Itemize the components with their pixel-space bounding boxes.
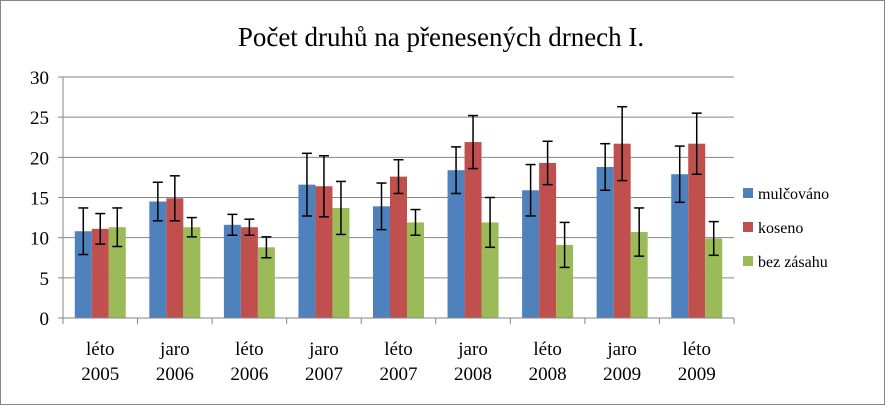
x-category-label-line1: léto: [682, 339, 711, 360]
y-tick-label: 25: [30, 108, 49, 129]
legend-item: mulčováno: [743, 186, 829, 203]
error-bar: [244, 218, 255, 237]
bar: [522, 190, 540, 318]
y-axis-ticks: 0 5 10 15 20 25 30: [30, 68, 63, 330]
error-bar: [335, 180, 346, 236]
error-bar: [376, 182, 387, 231]
bar: [223, 224, 241, 318]
bar: [91, 228, 109, 318]
x-category-label-line2: 2005: [81, 364, 119, 385]
x-category-label-line1: léto: [533, 339, 562, 360]
x-category-label-line1: jaro: [457, 339, 488, 360]
x-category-label-line1: jaro: [308, 339, 339, 360]
error-bar: [78, 207, 89, 256]
bar: [390, 176, 407, 318]
bar: [671, 174, 689, 318]
legend-label: bez zásahu: [758, 254, 828, 271]
error-bar: [617, 105, 628, 182]
bar: [596, 166, 614, 318]
bar: [447, 170, 465, 318]
bars: [74, 142, 723, 318]
bar: [332, 207, 350, 318]
legend-label: mulčováno: [758, 186, 829, 203]
legend-swatch: [743, 222, 753, 232]
error-bar: [301, 152, 312, 217]
error-bar: [112, 207, 123, 248]
error-bar: [559, 221, 570, 269]
bar: [166, 198, 184, 318]
bar: [108, 227, 126, 318]
legend-item: bez zásahu: [743, 254, 828, 271]
x-category-label-line2: 2006: [156, 364, 194, 385]
legend-swatch: [743, 256, 753, 266]
bar: [556, 244, 574, 318]
bar: [688, 143, 706, 318]
error-bar: [152, 181, 163, 222]
legend-swatch: [743, 188, 753, 198]
bar: [183, 227, 201, 318]
bar: [630, 232, 648, 318]
error-bar: [169, 175, 180, 222]
error-bar: [600, 142, 611, 192]
bar: [315, 186, 333, 318]
x-category-label-line1: léto: [86, 339, 115, 360]
y-tick-label: 20: [30, 148, 49, 169]
error-bar: [691, 112, 702, 175]
error-bar: [318, 154, 329, 218]
x-category-label-line1: jaro: [606, 339, 637, 360]
x-category-label-line1: léto: [384, 339, 413, 360]
error-bar: [186, 216, 197, 238]
y-tick-label: 10: [30, 229, 49, 250]
x-axis-categories: léto 2005 jaro 2006 léto 2006 jaro 2007 léto 2007…: [81, 339, 715, 385]
bar: [298, 184, 316, 318]
x-category-label-line2: 2009: [678, 364, 716, 385]
error-bar: [393, 158, 404, 195]
legend: mulčováno koseno bez zásahu: [743, 186, 829, 271]
x-category-label-line2: 2009: [603, 364, 641, 385]
bar: [464, 142, 482, 318]
bar: [481, 222, 499, 318]
x-category-label-line1: léto: [235, 339, 264, 360]
x-category-label-line2: 2008: [454, 364, 492, 385]
bar: [705, 238, 723, 318]
error-bar: [261, 236, 272, 259]
error-bar: [95, 212, 106, 245]
error-bar: [525, 163, 536, 217]
x-category-label-line2: 2007: [380, 364, 418, 385]
error-bar: [485, 196, 496, 249]
error-bar: [451, 146, 462, 195]
x-category-label-line2: 2006: [230, 364, 268, 385]
bar: [407, 222, 424, 318]
bar: [373, 206, 390, 318]
error-bars: [78, 105, 719, 269]
error-bar: [410, 208, 421, 237]
y-tick-label: 15: [30, 189, 49, 210]
x-category-label-line2: 2007: [305, 364, 343, 385]
x-category-label-line1: jaro: [159, 339, 190, 360]
bar: [240, 227, 258, 318]
legend-item: koseno: [743, 220, 803, 237]
y-tick-label: 30: [30, 68, 49, 89]
error-bar: [634, 207, 645, 257]
bar: [74, 231, 92, 318]
bar: [613, 143, 631, 318]
y-tick-label: 5: [40, 269, 50, 290]
error-bar: [674, 145, 685, 204]
legend-label: koseno: [758, 220, 803, 237]
y-tick-label: 0: [40, 309, 50, 330]
bar: [257, 247, 275, 318]
error-bar: [468, 114, 479, 170]
bar: [149, 201, 167, 318]
error-bar: [542, 140, 553, 186]
error-bar: [227, 213, 238, 237]
chart-title: Počet druhů na přenesených drnech I.: [238, 22, 644, 52]
bar: [539, 162, 557, 318]
x-category-label-line2: 2008: [529, 364, 567, 385]
error-bar: [708, 220, 719, 257]
